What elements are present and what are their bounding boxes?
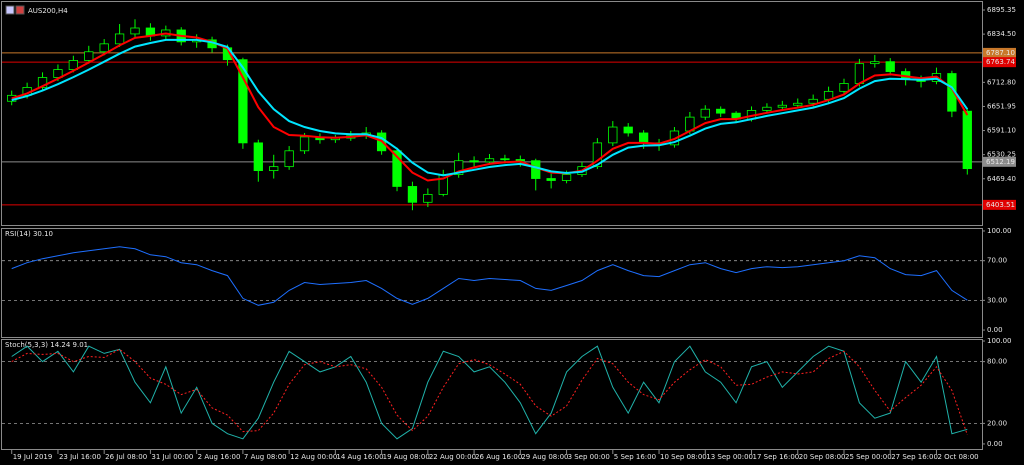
rsi-frame (1, 228, 983, 338)
y-tick-label: 6834.50 (987, 30, 1016, 38)
x-tick-label: 29 Aug 08:00 (521, 453, 568, 461)
candle-body (808, 98, 818, 104)
candle-body (53, 69, 63, 78)
candle-body (484, 158, 495, 163)
y-tick-label: 6895.35 (987, 6, 1016, 14)
candle-body (37, 77, 48, 88)
x-tick-label: 22 Aug 00:00 (429, 453, 476, 461)
x-tick-label: 19 Jul 2019 (13, 453, 53, 461)
chart-title: AUS200,H4 (28, 7, 68, 15)
candle-body (423, 193, 433, 203)
x-tick-label: 25 Sep 00:00 (845, 453, 892, 461)
candle-body (638, 132, 649, 144)
moving-average (11, 32, 969, 182)
x-tick-label: 12 Aug 00:00 (290, 453, 337, 461)
candle-body (716, 108, 726, 114)
candle-body (762, 106, 772, 111)
candle-body (253, 142, 263, 172)
y-tick-label: 6712.80 (987, 78, 1016, 86)
x-tick-label: 31 Jul 00:00 (151, 453, 193, 461)
y-tick-label: 6530.25 (987, 151, 1016, 159)
price-level-tag (983, 156, 1016, 167)
moving-average (11, 38, 969, 177)
symbol-icon (5, 5, 15, 15)
price-level-label: 6763.74 (986, 58, 1015, 66)
flag-icon (15, 5, 25, 15)
x-tick-label: 2 Oct 08:00 (937, 453, 978, 461)
candle-body (592, 142, 603, 168)
candle-body (777, 104, 787, 108)
indicator-line (11, 348, 968, 435)
y-tick-label: 70.00 (987, 257, 1007, 265)
x-tick-label: 27 Sep 16:00 (891, 453, 938, 461)
candle-body (269, 166, 279, 172)
candle-body (623, 126, 633, 134)
candle-body (854, 63, 865, 84)
y-tick-label: 100.00 (987, 227, 1012, 235)
candle-body (299, 136, 310, 152)
candle-body (561, 174, 572, 181)
y-tick-label: 30.00 (987, 296, 1007, 304)
candle-body (870, 61, 880, 65)
candle-body (99, 43, 109, 53)
x-tick-label: 17 Sep 16:00 (753, 453, 800, 461)
candle-body (531, 160, 541, 179)
x-tick-label: 13 Sep 00:00 (706, 453, 753, 461)
candle-body (407, 186, 418, 203)
x-tick-label: 7 Aug 08:00 (244, 453, 287, 461)
candle-body (392, 150, 402, 187)
y-tick-label: 0.00 (987, 440, 1003, 448)
x-tick-label: 5 Sep 16:00 (614, 453, 656, 461)
candle-body (962, 110, 972, 170)
y-tick-label: 6651.95 (987, 102, 1016, 110)
x-tick-label: 14 Aug 16:00 (336, 453, 383, 461)
candle-body (469, 160, 479, 163)
candle-body (546, 178, 556, 181)
candle-body (793, 102, 803, 106)
price-level-tag (983, 47, 1016, 58)
y-tick-label: 6591.10 (987, 127, 1016, 135)
y-tick-label: 0.00 (987, 326, 1003, 334)
x-tick-label: 26 Jul 08:00 (105, 453, 147, 461)
x-tick-label: 19 Aug 08:00 (383, 453, 430, 461)
candle-body (84, 51, 94, 61)
candle-body (700, 108, 710, 118)
indicator-line (11, 246, 968, 306)
main-frame (1, 1, 983, 226)
x-tick-label: 26 Aug 16:00 (475, 453, 522, 461)
candle-body (238, 59, 248, 144)
x-tick-label: 10 Sep 08:00 (660, 453, 707, 461)
price-level-label: 6787.10 (986, 49, 1015, 57)
x-tick-label: 3 Sep 00:00 (568, 453, 610, 461)
stoch-frame (1, 339, 983, 450)
stoch-title: Stoch(5,3,3) 14.24 9.01 (5, 341, 88, 349)
y-tick-label: 100.00 (987, 337, 1012, 345)
candle-body (500, 158, 510, 161)
candle-body (130, 27, 140, 35)
y-tick-label: 20.00 (987, 419, 1007, 427)
rsi-title: RSI(14) 30.10 (5, 230, 53, 238)
price-level-tag (983, 199, 1016, 210)
price-level-label: 6512.19 (986, 158, 1015, 166)
indicator-line (11, 345, 968, 440)
x-tick-label: 20 Sep 08:00 (799, 453, 846, 461)
candle-body (839, 83, 849, 92)
x-tick-label: 23 Jul 16:00 (59, 453, 101, 461)
candle-body (68, 60, 78, 70)
candle-body (454, 160, 464, 175)
candle-body (114, 33, 125, 45)
price-level-label: 6403.51 (986, 201, 1015, 209)
y-tick-label: 6469.40 (987, 175, 1016, 183)
x-tick-label: 2 Aug 16:00 (198, 453, 241, 461)
candle-body (885, 61, 895, 72)
candle-body (284, 150, 294, 168)
candle-body (608, 126, 618, 144)
y-tick-label: 80.00 (987, 358, 1007, 366)
price-level-tag (983, 57, 1016, 68)
